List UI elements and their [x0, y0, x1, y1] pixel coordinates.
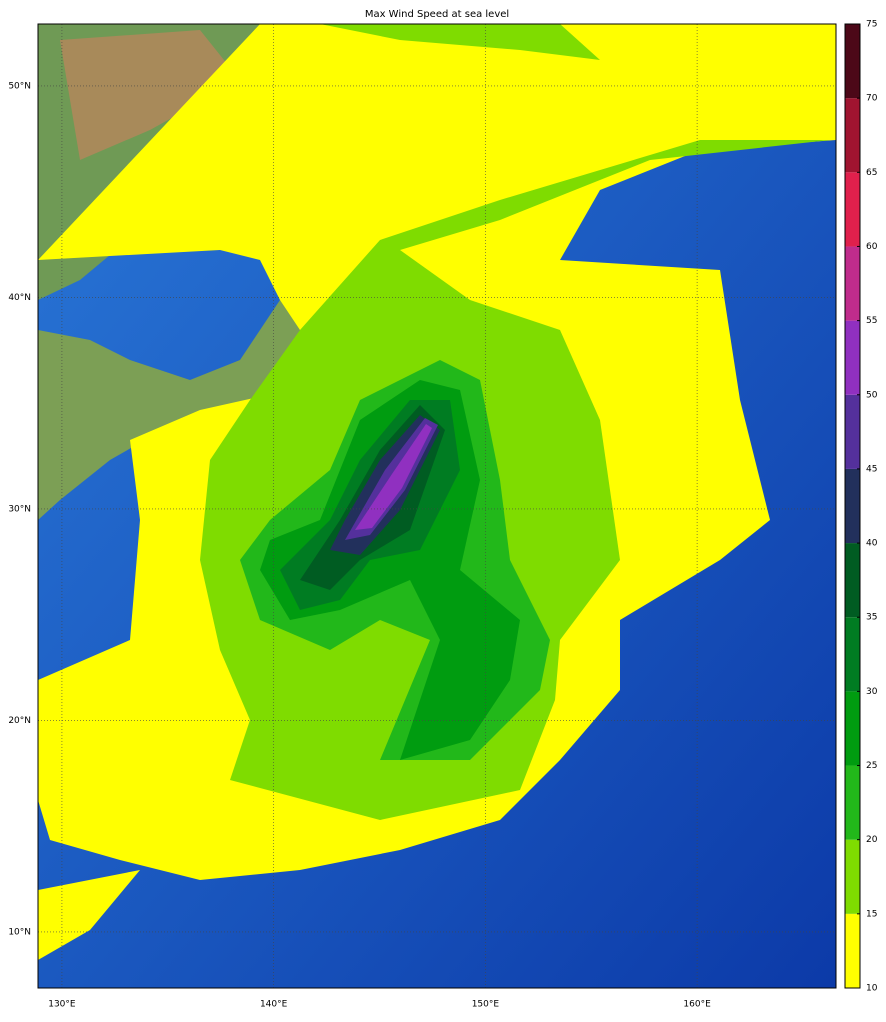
colorbar-label: 50: [866, 390, 878, 400]
x-tick-label: 160°E: [683, 1000, 711, 1010]
x-tick-label: 130°E: [48, 1000, 76, 1010]
colorbar-band: [845, 691, 860, 766]
wind-contour: [200, 140, 830, 820]
colorbar-label: 10: [866, 984, 878, 994]
colorbar-label: 40: [866, 539, 878, 549]
y-tick-label: 40°N: [8, 293, 31, 303]
colorbar-label: 60: [866, 242, 878, 252]
colorbar-band: [845, 98, 860, 173]
colorbar-band: [845, 172, 860, 247]
colorbar-band: [845, 765, 860, 840]
colorbar-band: [845, 543, 860, 618]
y-tick-label: 30°N: [8, 504, 31, 514]
colorbar-label: 20: [866, 835, 878, 845]
wind-contour: [38, 870, 140, 960]
map-area: [38, 24, 836, 988]
colorbar: 10 15 20 25 30 35 40 45 50 55 60 65 70 75: [844, 20, 878, 994]
colorbar-label: 45: [866, 464, 877, 474]
y-tick-label: 20°N: [8, 716, 31, 726]
colorbar-band: [845, 246, 860, 321]
colorbar-frame: [844, 23, 861, 989]
land-japan-korea: [38, 170, 380, 520]
y-tick-label: 50°N: [8, 81, 31, 91]
colorbar-band: [845, 617, 860, 692]
wind-contours: [38, 24, 836, 960]
x-tick-label: 150°E: [472, 1000, 500, 1010]
map-frame: [37, 23, 837, 989]
map-title: Max Wind Speed at sea level: [365, 9, 509, 20]
colorbar-label: 70: [866, 94, 878, 104]
x-tick-label: 140°E: [260, 1000, 288, 1010]
colorbar-label: 75: [866, 20, 877, 30]
colorbar-label: 30: [866, 687, 878, 697]
colorbar-label: 55: [866, 316, 877, 326]
colorbar-label: 35: [866, 613, 877, 623]
y-tick-label: 10°N: [8, 927, 31, 937]
colorbar-band: [845, 839, 860, 914]
colorbar-band: [845, 320, 860, 395]
colorbar-band: [845, 24, 860, 99]
grid: [38, 24, 836, 988]
wind-contour: [355, 424, 432, 530]
colorbar-band: [845, 468, 860, 544]
colorbar-band: [845, 913, 860, 988]
wind-contour: [320, 24, 600, 60]
colorbar-band: [845, 394, 860, 469]
land-mountains: [60, 30, 240, 160]
colorbar-label: 65: [866, 168, 877, 178]
colorbar-label: 15: [866, 909, 877, 919]
colorbar-label: 25: [866, 761, 877, 771]
